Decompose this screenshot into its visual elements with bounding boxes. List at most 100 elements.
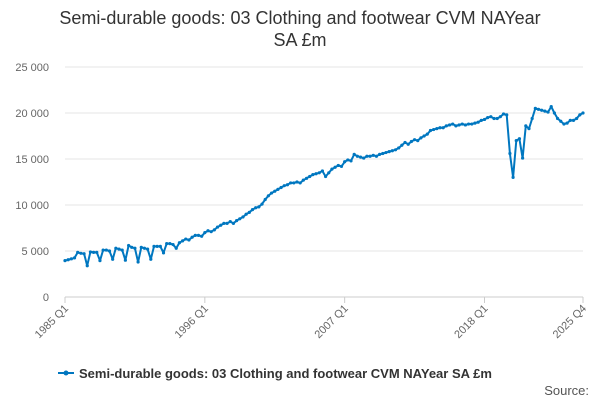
data-point: [524, 124, 528, 128]
x-tick-label: 1996 Q1: [173, 303, 211, 341]
data-point: [155, 244, 159, 248]
x-tick-label: 2018 Q1: [452, 303, 490, 341]
data-point: [219, 223, 223, 227]
data-point: [368, 154, 372, 158]
data-point: [238, 217, 242, 221]
series-layer: [63, 104, 585, 268]
data-point: [295, 180, 299, 184]
data-point: [279, 185, 283, 190]
data-point: [260, 202, 264, 206]
data-point: [123, 258, 127, 262]
data-point: [235, 219, 239, 223]
data-point: [289, 181, 293, 185]
data-point: [511, 175, 515, 179]
data-point: [432, 127, 436, 132]
data-point: [559, 119, 563, 123]
data-point: [184, 237, 188, 241]
data-point: [72, 256, 77, 260]
data-point: [409, 139, 413, 144]
data-point: [146, 247, 150, 251]
legend-label: Semi-durable goods: 03 Clothing and foot…: [79, 366, 492, 381]
gridlines: [65, 66, 583, 298]
data-point: [441, 126, 445, 130]
data-point: [257, 205, 261, 209]
data-point: [397, 146, 401, 150]
data-point: [190, 235, 194, 239]
data-point: [323, 174, 328, 179]
data-point: [454, 124, 458, 128]
data-point: [215, 225, 220, 229]
data-point: [336, 163, 340, 168]
data-point: [400, 143, 404, 147]
y-tick-label: 5 000: [21, 246, 49, 258]
data-point: [82, 252, 86, 256]
legend[interactable]: Semi-durable goods: 03 Clothing and foot…: [58, 366, 492, 381]
data-point: [384, 150, 388, 155]
data-point: [403, 140, 407, 145]
data-point: [212, 228, 216, 232]
data-point: [177, 241, 182, 245]
data-point: [549, 104, 553, 109]
chart-title-line-1: Semi-durable goods: 03 Clothing and foot…: [59, 8, 540, 28]
data-point: [320, 169, 325, 173]
data-point: [565, 121, 569, 125]
x-tick-label: 2025 Q4: [551, 303, 589, 341]
data-point: [298, 181, 302, 185]
data-point: [139, 245, 143, 249]
data-point: [479, 118, 483, 122]
data-point: [473, 121, 477, 125]
data-point: [571, 118, 576, 122]
data-point: [111, 257, 115, 261]
data-point: [273, 189, 277, 193]
data-point: [555, 116, 560, 121]
y-axis: 0 5 000 10 000 15 000 20 000 25 000: [15, 62, 49, 304]
data-point: [225, 221, 229, 225]
data-point: [266, 194, 270, 198]
data-point: [333, 165, 337, 169]
data-point: [168, 242, 172, 246]
data-point: [527, 127, 531, 131]
data-point: [222, 221, 226, 225]
data-point: [269, 191, 274, 195]
data-point: [365, 154, 369, 158]
data-point: [346, 158, 350, 162]
data-point: [263, 197, 267, 202]
data-point: [187, 238, 191, 242]
data-point: [196, 233, 201, 237]
data-point: [358, 155, 363, 159]
data-point: [349, 159, 353, 163]
data-point: [362, 156, 366, 160]
data-point: [130, 245, 134, 249]
data-point: [530, 116, 534, 121]
data-point: [285, 183, 290, 187]
data-point: [501, 112, 506, 116]
data-point: [69, 257, 73, 261]
data-point: [317, 171, 321, 175]
data-point: [76, 250, 80, 254]
data-point: [425, 132, 429, 136]
data-point: [282, 184, 286, 188]
data-point: [126, 243, 131, 248]
data-point: [343, 160, 347, 164]
data-point: [209, 230, 213, 234]
data-point: [419, 136, 423, 140]
data-point: [339, 164, 344, 168]
data-point: [517, 137, 522, 141]
data-point: [533, 106, 537, 110]
data-point: [117, 247, 121, 251]
data-point: [231, 221, 236, 225]
y-tick-label: 25 000: [15, 62, 49, 74]
x-axis: 1985 Q1 1996 Q1 2007 Q1 2018 Q1 2025 Q4: [33, 297, 589, 341]
data-point: [85, 264, 89, 268]
data-point: [104, 248, 108, 252]
data-point: [422, 134, 426, 138]
data-point: [120, 248, 124, 252]
data-point: [482, 117, 487, 122]
data-point: [463, 123, 468, 127]
data-point: [352, 152, 356, 156]
data-point: [114, 246, 118, 250]
data-point: [142, 246, 147, 250]
data-point: [505, 113, 509, 117]
data-point: [152, 244, 156, 248]
data-point: [568, 118, 572, 122]
